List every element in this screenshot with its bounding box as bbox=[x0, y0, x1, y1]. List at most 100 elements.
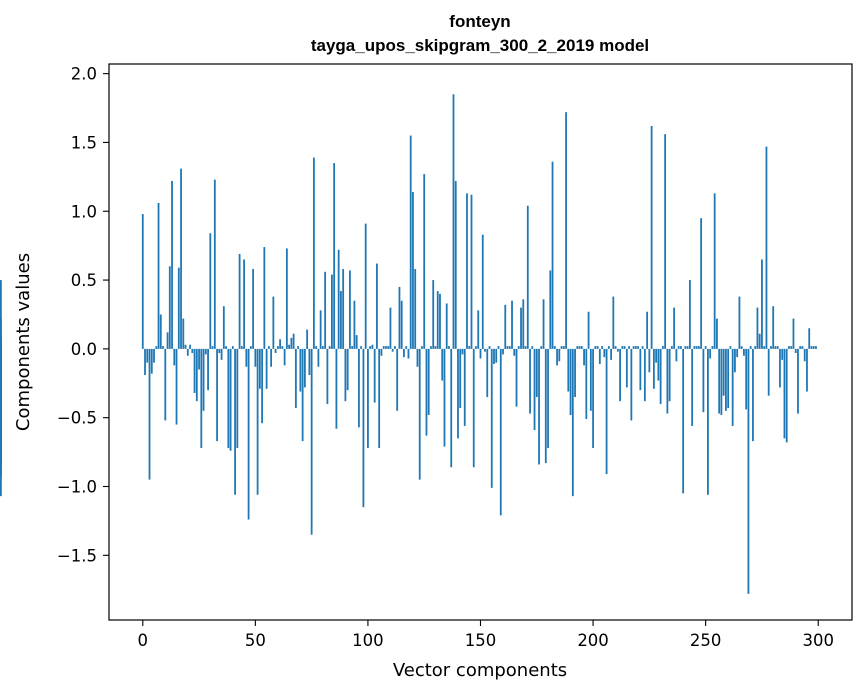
bar-component-280 bbox=[772, 306, 775, 349]
y-axis-ticks: −1.5 −1.0 −0.5 0.0 0.5 1.0 1.5 2.0 bbox=[57, 65, 109, 565]
x-tick-label: 200 bbox=[577, 631, 609, 650]
bar-component-2 bbox=[146, 348, 149, 363]
bar-component-98 bbox=[362, 348, 365, 508]
bar-component-187 bbox=[562, 346, 565, 349]
x-tick-label: 100 bbox=[352, 631, 384, 650]
bar-component-223 bbox=[643, 348, 646, 402]
bar-component-28 bbox=[204, 348, 207, 355]
bar-component-40 bbox=[231, 346, 234, 349]
bar-component-199 bbox=[589, 348, 592, 411]
bar-component-61 bbox=[279, 339, 282, 349]
bar-component-235 bbox=[670, 346, 673, 349]
bar-component-167 bbox=[517, 346, 520, 349]
bar-component-170 bbox=[524, 346, 527, 349]
bar-component-272 bbox=[754, 346, 757, 349]
bar-component-150 bbox=[479, 348, 482, 359]
bar-component-267 bbox=[743, 348, 745, 356]
x-tick-label: 50 bbox=[245, 631, 266, 650]
bar-component-91 bbox=[346, 348, 349, 391]
bar-component-94 bbox=[353, 300, 356, 349]
bar-component-29 bbox=[207, 348, 209, 391]
bar-component-119 bbox=[409, 135, 412, 349]
bar-component-76 bbox=[312, 157, 315, 349]
bar-component-205 bbox=[603, 348, 606, 358]
bar-component-274 bbox=[758, 333, 761, 349]
bar-component-157 bbox=[495, 348, 498, 363]
bar-component-221 bbox=[639, 348, 642, 391]
bar-component-149 bbox=[477, 310, 480, 349]
bar-component-82 bbox=[326, 348, 329, 404]
bar-component-226 bbox=[650, 125, 653, 349]
bar-component-231 bbox=[661, 346, 664, 349]
bar-component-107 bbox=[382, 346, 385, 349]
bar-component-48 bbox=[249, 346, 252, 349]
bar-component-88 bbox=[340, 291, 342, 349]
bar-component-129 bbox=[432, 280, 435, 349]
bar-component-108 bbox=[385, 346, 387, 349]
bar-component-146 bbox=[470, 194, 473, 349]
bar-component-276 bbox=[763, 346, 766, 349]
bar-component-83 bbox=[328, 346, 331, 349]
bar-component-214 bbox=[623, 346, 626, 349]
bar-component-204 bbox=[601, 346, 603, 349]
x-tick-label: 250 bbox=[690, 631, 722, 650]
bar-component-144 bbox=[466, 193, 468, 349]
bar-component-21 bbox=[189, 344, 191, 349]
bar-component-109 bbox=[387, 346, 390, 349]
bar-component-undefined bbox=[0, 346, 2, 349]
bar-component-66 bbox=[290, 337, 293, 349]
y-tick-label: 1.5 bbox=[71, 133, 97, 152]
bar-component-4 bbox=[150, 348, 153, 374]
bar-component-232 bbox=[664, 134, 667, 349]
bar-component-254 bbox=[713, 193, 716, 349]
bar-component-219 bbox=[634, 346, 637, 349]
bar-component-229 bbox=[657, 348, 660, 381]
bar-component-247 bbox=[697, 346, 700, 349]
y-tick-label: −1.5 bbox=[57, 546, 97, 565]
bar-component-154 bbox=[488, 346, 491, 349]
bar-component-289 bbox=[792, 318, 795, 349]
bar-component-253 bbox=[711, 346, 714, 349]
bar-component-213 bbox=[621, 346, 624, 349]
bar-component-31 bbox=[211, 346, 214, 349]
bar-component-230 bbox=[659, 348, 662, 404]
bar-component-75 bbox=[310, 348, 313, 535]
bar-component-5 bbox=[153, 348, 155, 363]
bar-component-190 bbox=[569, 348, 572, 415]
bar-component-56 bbox=[267, 346, 270, 349]
bar-component-193 bbox=[576, 346, 579, 349]
bar-component-111 bbox=[391, 348, 394, 352]
bar-component-135 bbox=[445, 303, 448, 349]
y-tick-label: 1.0 bbox=[71, 202, 97, 221]
bar-component-209 bbox=[612, 296, 615, 349]
bar-component-262 bbox=[731, 348, 734, 426]
bar-component-20 bbox=[186, 348, 189, 356]
bar-component-116 bbox=[403, 348, 405, 358]
y-tick-label: 0.5 bbox=[71, 271, 97, 290]
bar-component-32 bbox=[213, 179, 216, 349]
bar-component-171 bbox=[526, 205, 529, 349]
bar-component-174 bbox=[533, 348, 536, 431]
bar-component-30 bbox=[209, 233, 212, 349]
bar-component-275 bbox=[761, 259, 763, 349]
bar-component-27 bbox=[202, 348, 205, 411]
bar-component-244 bbox=[691, 348, 694, 426]
bar-component-118 bbox=[407, 348, 410, 359]
x-tick-label: 150 bbox=[465, 631, 497, 650]
bar-component-197 bbox=[585, 348, 588, 420]
bar-component-176 bbox=[538, 348, 540, 465]
bar-component-36 bbox=[222, 306, 225, 349]
bar-component-undefined bbox=[0, 348, 2, 358]
bar-component-271 bbox=[752, 348, 754, 442]
bar-component-287 bbox=[788, 346, 790, 349]
bar-component-162 bbox=[506, 346, 509, 349]
bar-component-182 bbox=[551, 161, 554, 349]
bar-component-121 bbox=[414, 269, 417, 349]
bar-component-123 bbox=[418, 348, 421, 480]
y-tick-label: 0.0 bbox=[71, 340, 97, 359]
bar-component-227 bbox=[652, 348, 655, 389]
bar-component-255 bbox=[716, 318, 718, 349]
bar-component-137 bbox=[450, 348, 453, 468]
bar-component-128 bbox=[430, 346, 432, 349]
bar-component-266 bbox=[740, 346, 743, 349]
